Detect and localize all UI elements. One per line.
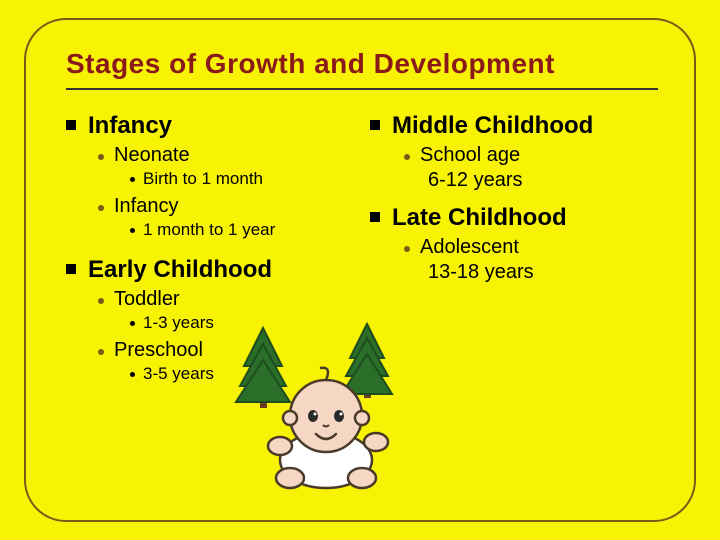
dot-bullet-icon bbox=[98, 298, 104, 304]
title-rule bbox=[66, 88, 658, 90]
small-dot-icon bbox=[130, 228, 135, 233]
substage-label: Preschool bbox=[114, 339, 203, 362]
dot-bullet-icon bbox=[98, 154, 104, 160]
stage-early-childhood: Early Childhood bbox=[66, 256, 354, 284]
small-dot-icon bbox=[130, 177, 135, 182]
stage-label: Middle Childhood bbox=[392, 112, 593, 140]
stage-middle-childhood: Middle Childhood bbox=[370, 112, 658, 140]
detail-infancy: 1 month to 1 year bbox=[130, 220, 354, 240]
detail-adolescent: 13-18 years bbox=[428, 261, 658, 284]
detail-text: 1-3 years bbox=[143, 313, 214, 333]
detail-text: 1 month to 1 year bbox=[143, 220, 275, 240]
square-bullet-icon bbox=[370, 120, 380, 130]
substage-label: Neonate bbox=[114, 144, 190, 167]
stage-late-childhood: Late Childhood bbox=[370, 204, 658, 232]
substage-label: Adolescent bbox=[420, 236, 519, 259]
detail-text: 3-5 years bbox=[143, 364, 214, 384]
substage-label: Infancy bbox=[114, 195, 178, 218]
dot-bullet-icon bbox=[404, 246, 410, 252]
stage-label: Infancy bbox=[88, 112, 172, 140]
dot-bullet-icon bbox=[98, 349, 104, 355]
page-title: Stages of Growth and Development bbox=[66, 48, 658, 80]
square-bullet-icon bbox=[66, 120, 76, 130]
detail-preschool: 3-5 years bbox=[130, 364, 354, 384]
left-column: Infancy Neonate Birth to 1 month Infancy… bbox=[66, 112, 362, 390]
stage-label: Late Childhood bbox=[392, 204, 567, 232]
small-dot-icon bbox=[130, 372, 135, 377]
detail-neonate: Birth to 1 month bbox=[130, 169, 354, 189]
detail-text: Birth to 1 month bbox=[143, 169, 263, 189]
stage-label: Early Childhood bbox=[88, 256, 272, 284]
square-bullet-icon bbox=[66, 264, 76, 274]
stage-infancy: Infancy bbox=[66, 112, 354, 140]
substage-preschool: Preschool bbox=[98, 339, 354, 362]
substage-toddler: Toddler bbox=[98, 288, 354, 311]
two-columns: Infancy Neonate Birth to 1 month Infancy… bbox=[66, 112, 658, 390]
substage-infancy: Infancy bbox=[98, 195, 354, 218]
substage-school-age: School age bbox=[404, 144, 658, 167]
detail-school-age: 6-12 years bbox=[428, 169, 658, 192]
dot-bullet-icon bbox=[98, 205, 104, 211]
dot-bullet-icon bbox=[404, 154, 410, 160]
substage-neonate: Neonate bbox=[98, 144, 354, 167]
substage-adolescent: Adolescent bbox=[404, 236, 658, 259]
slide: Stages of Growth and Development Infancy… bbox=[0, 0, 720, 540]
substage-label: Toddler bbox=[114, 288, 180, 311]
substage-label: School age bbox=[420, 144, 520, 167]
detail-toddler: 1-3 years bbox=[130, 313, 354, 333]
square-bullet-icon bbox=[370, 212, 380, 222]
rounded-frame: Stages of Growth and Development Infancy… bbox=[24, 18, 696, 522]
right-column: Middle Childhood School age 6-12 years L… bbox=[362, 112, 658, 390]
small-dot-icon bbox=[130, 321, 135, 326]
